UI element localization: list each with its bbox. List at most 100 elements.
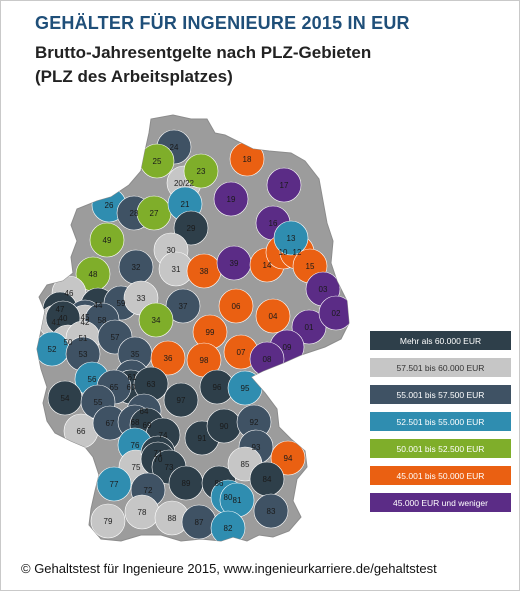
region-label: 63 [147, 380, 156, 389]
region-label: 30 [167, 246, 176, 255]
region-label: 84 [263, 475, 272, 484]
region-23 [183, 153, 219, 189]
region-label: 42 [81, 318, 90, 327]
region-label: 74 [159, 431, 168, 440]
region-label: 79 [104, 517, 113, 526]
region-label: 70 [154, 455, 163, 464]
region-label: 88 [168, 514, 177, 523]
map-subtitle: Brutto-Jahresentgelte nach PLZ-Gebieten … [35, 41, 371, 89]
region-label: 57 [111, 333, 120, 342]
region-label: 48 [89, 270, 98, 279]
region-label: 18 [243, 155, 252, 164]
region-label: 38 [200, 267, 209, 276]
region-label: 97 [177, 396, 186, 405]
region-label: 09 [283, 343, 292, 352]
legend-item: 45.001 bis 50.000 EUR [370, 466, 511, 485]
region-label: 39 [230, 259, 239, 268]
region-label: 26 [105, 201, 114, 210]
region-label: 59 [117, 299, 126, 308]
region-label: 80 [224, 493, 233, 502]
region-label: 83 [267, 507, 276, 516]
region-label: 37 [179, 302, 188, 311]
region-97 [163, 382, 199, 418]
region-label: 33 [137, 294, 146, 303]
region-label: 12 [293, 248, 302, 257]
region-label: 75 [132, 463, 141, 472]
region-label: 41 [52, 318, 61, 327]
region-label: 35 [131, 350, 140, 359]
region-label: 81 [233, 496, 242, 505]
region-82 [210, 510, 246, 541]
region-label: 16 [269, 219, 278, 228]
region-label: 96 [213, 383, 222, 392]
region-06 [218, 288, 254, 324]
region-17 [266, 167, 302, 203]
region-label: 20/22 [174, 179, 195, 188]
region-label: 01 [305, 323, 314, 332]
subtitle-line-1: Brutto-Jahresentgelte nach PLZ-Gebieten [35, 43, 372, 62]
region-94 [270, 440, 306, 476]
region-label: 78 [138, 508, 147, 517]
region-label: 17 [280, 181, 289, 190]
legend-item: 57.501 bis 60.000 EUR [370, 358, 511, 377]
region-label: 86 [215, 479, 224, 488]
region-label: 55 [94, 398, 103, 407]
region-label: 99 [206, 328, 215, 337]
region-label: 34 [152, 316, 161, 325]
region-label: 67 [106, 419, 115, 428]
legend-item: Mehr als 60.000 EUR [370, 331, 511, 350]
region-label: 90 [220, 422, 229, 431]
region-label: 61 [128, 373, 137, 382]
legend-item: 45.000 EUR und weniger [370, 493, 511, 512]
region-label: 72 [144, 486, 153, 495]
salary-legend: Mehr als 60.000 EUR 57.501 bis 60.000 EUR… [370, 331, 511, 520]
region-label: 23 [197, 167, 206, 176]
region-34 [138, 302, 174, 338]
region-label: 93 [252, 443, 261, 452]
region-83 [253, 493, 289, 529]
region-label: 68 [131, 418, 140, 427]
region-label: 44 [94, 301, 103, 310]
region-label: 73 [165, 463, 174, 472]
region-label: 89 [182, 479, 191, 488]
legend-item: 55.001 bis 57.500 EUR [370, 385, 511, 404]
region-77 [96, 466, 132, 502]
region-label: 66 [77, 427, 86, 436]
subtitle-line-2: (PLZ des Arbeitsplatzes) [35, 67, 233, 86]
region-label: 27 [150, 209, 159, 218]
region-04 [255, 298, 291, 334]
region-label: 47 [56, 305, 65, 314]
region-29 [173, 210, 209, 246]
region-label: 92 [250, 418, 259, 427]
region-label: 19 [227, 195, 236, 204]
legend-item: 50.001 bis 52.500 EUR [370, 439, 511, 458]
region-label: 64 [140, 407, 149, 416]
map-title: GEHÄLTER FÜR INGENIEURE 2015 IN EUR [35, 13, 410, 33]
region-label: 54 [61, 394, 70, 403]
region-label: 40 [59, 314, 68, 323]
region-label: 29 [187, 224, 196, 233]
region-02 [318, 295, 349, 331]
region-label: 03 [319, 285, 328, 294]
region-label: 69 [143, 421, 152, 430]
region-label: 87 [195, 518, 204, 527]
region-19 [213, 181, 249, 217]
region-49 [89, 222, 125, 258]
region-cells [37, 129, 349, 541]
region-label: 51 [79, 334, 88, 343]
region-label: 06 [232, 302, 241, 311]
region-13 [273, 220, 309, 256]
legend-item: 52.501 bis 55.000 EUR [370, 412, 511, 431]
region-79 [90, 503, 126, 539]
region-label: 45 [81, 313, 90, 322]
region-label: 04 [269, 312, 278, 321]
region-label: 32 [132, 263, 141, 272]
region-label: 77 [110, 480, 119, 489]
region-label: 10 [279, 248, 288, 257]
region-label: 58 [98, 316, 107, 325]
region-label: 24 [170, 143, 179, 152]
region-label: 65 [110, 383, 119, 392]
region-label: 60 [127, 383, 136, 392]
region-label: 08 [263, 355, 272, 364]
region-36 [150, 340, 186, 376]
